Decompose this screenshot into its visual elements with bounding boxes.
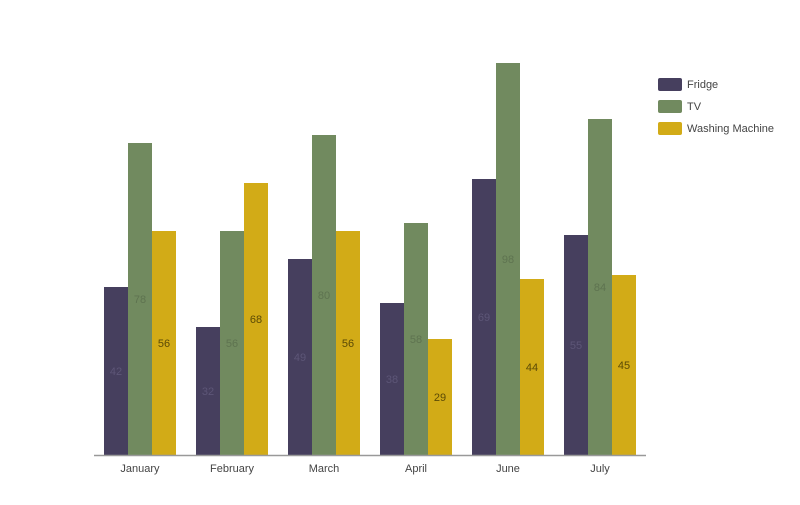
data-label: 56 xyxy=(342,338,354,350)
data-label: 29 xyxy=(434,392,446,404)
bar-tv-march[interactable] xyxy=(312,135,336,455)
bar-washing-machine-january[interactable] xyxy=(152,231,176,455)
legend-swatch[interactable] xyxy=(658,78,682,91)
data-label: 84 xyxy=(594,282,606,294)
bar-washing-machine-april[interactable] xyxy=(428,339,452,455)
bar-fridge-july[interactable] xyxy=(564,235,588,455)
bar-tv-june[interactable] xyxy=(496,63,520,455)
bar-washing-machine-february[interactable] xyxy=(244,183,268,455)
x-tick-label: April xyxy=(405,463,427,475)
data-label: 49 xyxy=(294,352,306,364)
x-tick-labels: January February March April June July xyxy=(120,463,610,475)
bar-tv-january[interactable] xyxy=(128,143,152,455)
x-tick-label: July xyxy=(590,463,610,475)
data-label: 68 xyxy=(250,314,262,326)
data-label: 58 xyxy=(410,334,422,346)
x-tick-label: January xyxy=(120,463,160,475)
legend-label[interactable]: Fridge xyxy=(687,79,718,91)
data-label: 44 xyxy=(526,362,538,374)
legend-label[interactable]: Washing Machine xyxy=(687,123,774,135)
data-label: 45 xyxy=(618,360,630,372)
bar-washing-machine-march[interactable] xyxy=(336,231,360,455)
data-label: 56 xyxy=(158,338,170,350)
bar-fridge-march[interactable] xyxy=(288,259,312,455)
data-label: 32 xyxy=(202,386,214,398)
data-label: 98 xyxy=(502,254,514,266)
legend-swatch[interactable] xyxy=(658,122,682,135)
legend[interactable]: Fridge TV Washing Machine xyxy=(658,78,774,135)
data-label: 80 xyxy=(318,290,330,302)
bar-tv-july[interactable] xyxy=(588,119,612,455)
legend-label[interactable]: TV xyxy=(687,101,702,113)
bar-fridge-april[interactable] xyxy=(380,303,404,455)
data-labels-group: 42 78 56 32 56 68 49 80 56 38 58 29 69 98 44 55 84 45 xyxy=(110,254,630,404)
legend-swatch[interactable] xyxy=(658,100,682,113)
bar-washing-machine-july[interactable] xyxy=(612,275,636,455)
data-label: 42 xyxy=(110,366,122,378)
bars-group xyxy=(104,63,636,455)
data-label: 78 xyxy=(134,294,146,306)
bar-tv-february[interactable] xyxy=(220,231,244,455)
data-label: 69 xyxy=(478,312,490,324)
bar-fridge-february[interactable] xyxy=(196,327,220,455)
x-tick-label: March xyxy=(309,463,340,475)
data-label: 38 xyxy=(386,374,398,386)
x-tick-label: February xyxy=(210,463,255,475)
x-tick-label: June xyxy=(496,463,520,475)
bar-fridge-june[interactable] xyxy=(472,179,496,455)
bar-tv-april[interactable] xyxy=(404,223,428,455)
bar-washing-machine-june[interactable] xyxy=(520,279,544,455)
bar-fridge-january[interactable] xyxy=(104,287,128,455)
data-label: 56 xyxy=(226,338,238,350)
data-label: 55 xyxy=(570,340,582,352)
